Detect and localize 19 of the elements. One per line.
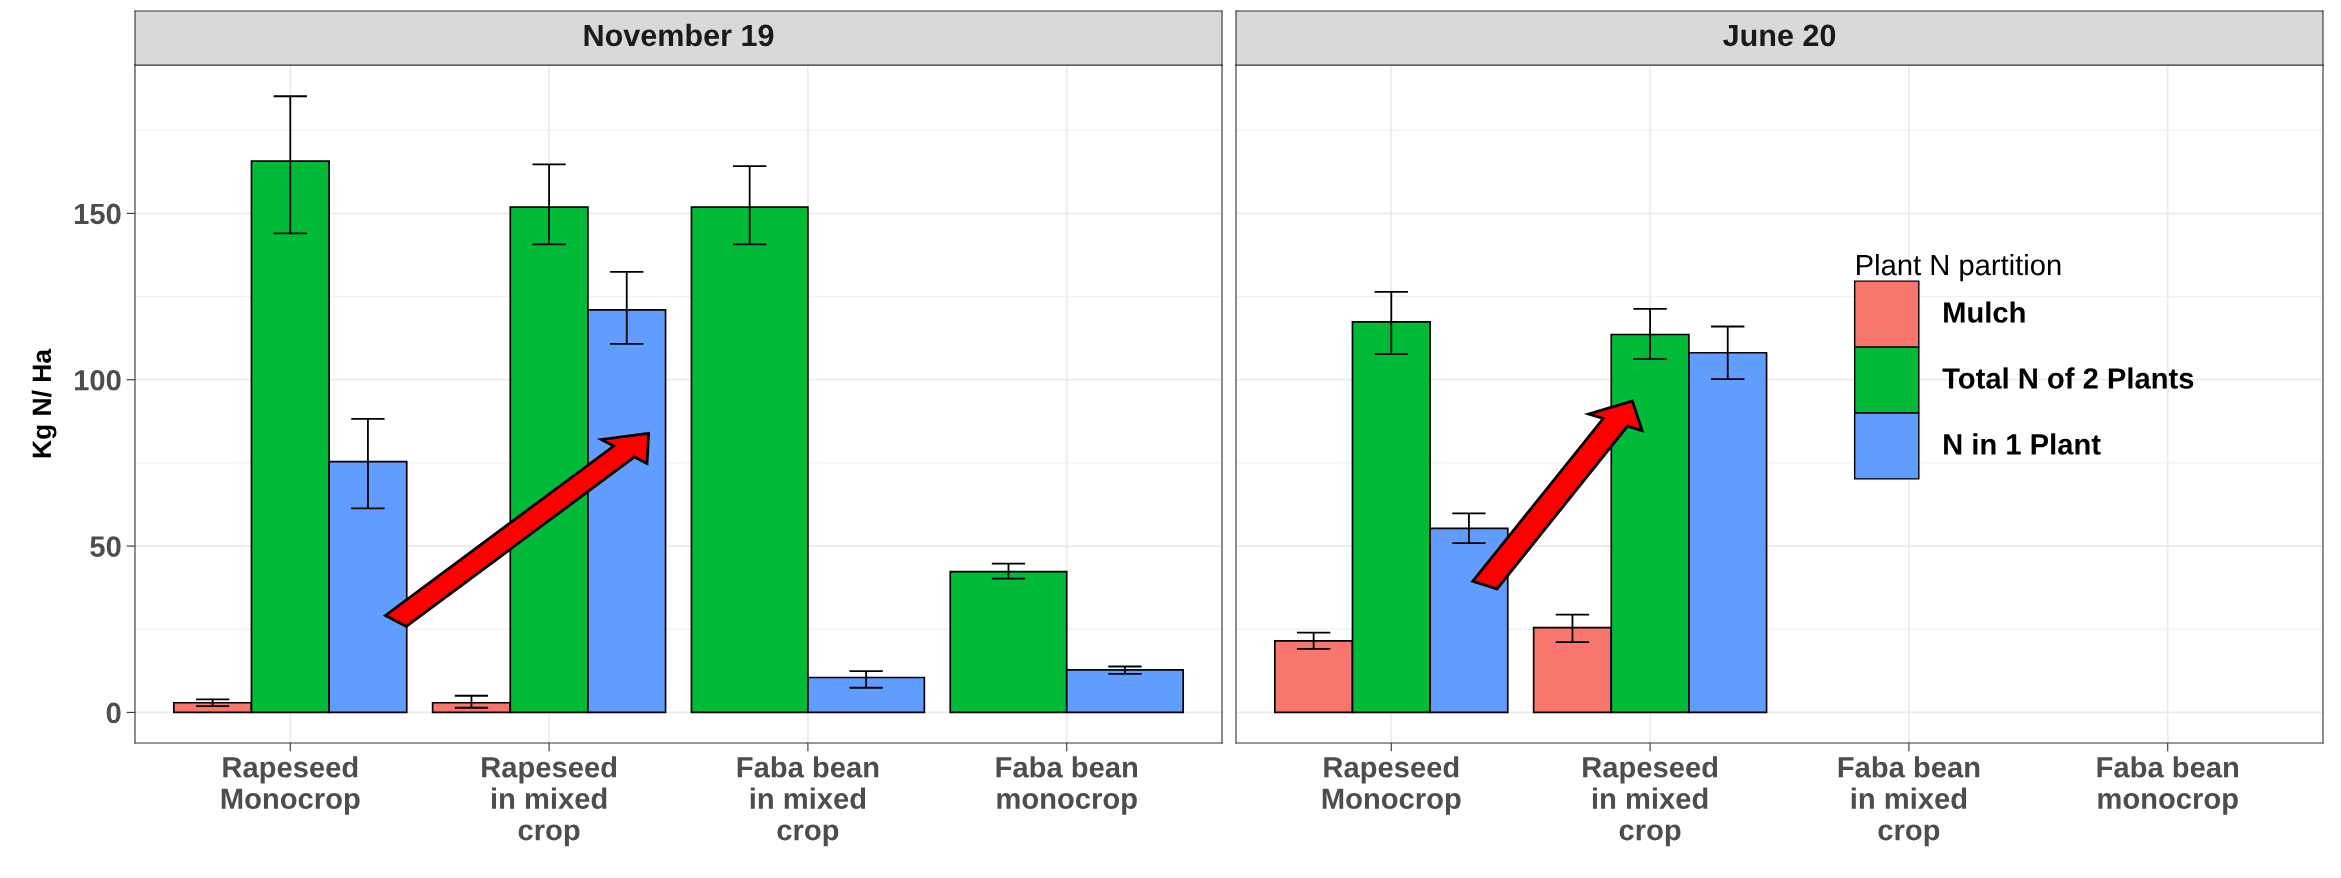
x-tick-label: Rapeseed in mixed crop <box>482 756 617 847</box>
legend-title: Plant N partition <box>1857 253 2061 282</box>
y-axis-title: Kg N/ Ha <box>31 348 57 458</box>
y-tick-label: 150 <box>74 203 121 225</box>
x-tick-label: Faba bean in mixed crop <box>1838 756 1980 847</box>
legend-label: Total N of 2 Plants <box>1942 367 2194 389</box>
legend-label: N in 1 Plant <box>1944 433 2101 455</box>
x-tick-label: Faba bean in mixed crop <box>737 756 879 847</box>
x-tick-label: Rapeseed in mixed crop <box>1583 756 1718 847</box>
y-tick-label: 100 <box>74 369 121 391</box>
chart-title: November 19 <box>584 23 774 47</box>
x-tick-label: Rapeseed Monocrop <box>221 756 360 815</box>
x-tick-label: Faba bean monocrop <box>996 756 1138 815</box>
x-tick-label: Rapeseed Monocrop <box>1322 756 1461 815</box>
x-tick-label: Faba bean monocrop <box>2097 756 2239 815</box>
y-tick-label: 50 <box>90 536 121 557</box>
y-tick-label: 0 <box>106 702 121 724</box>
chart-title: June 20 <box>1723 24 1836 47</box>
legend-label: Mulch <box>1944 301 2025 323</box>
